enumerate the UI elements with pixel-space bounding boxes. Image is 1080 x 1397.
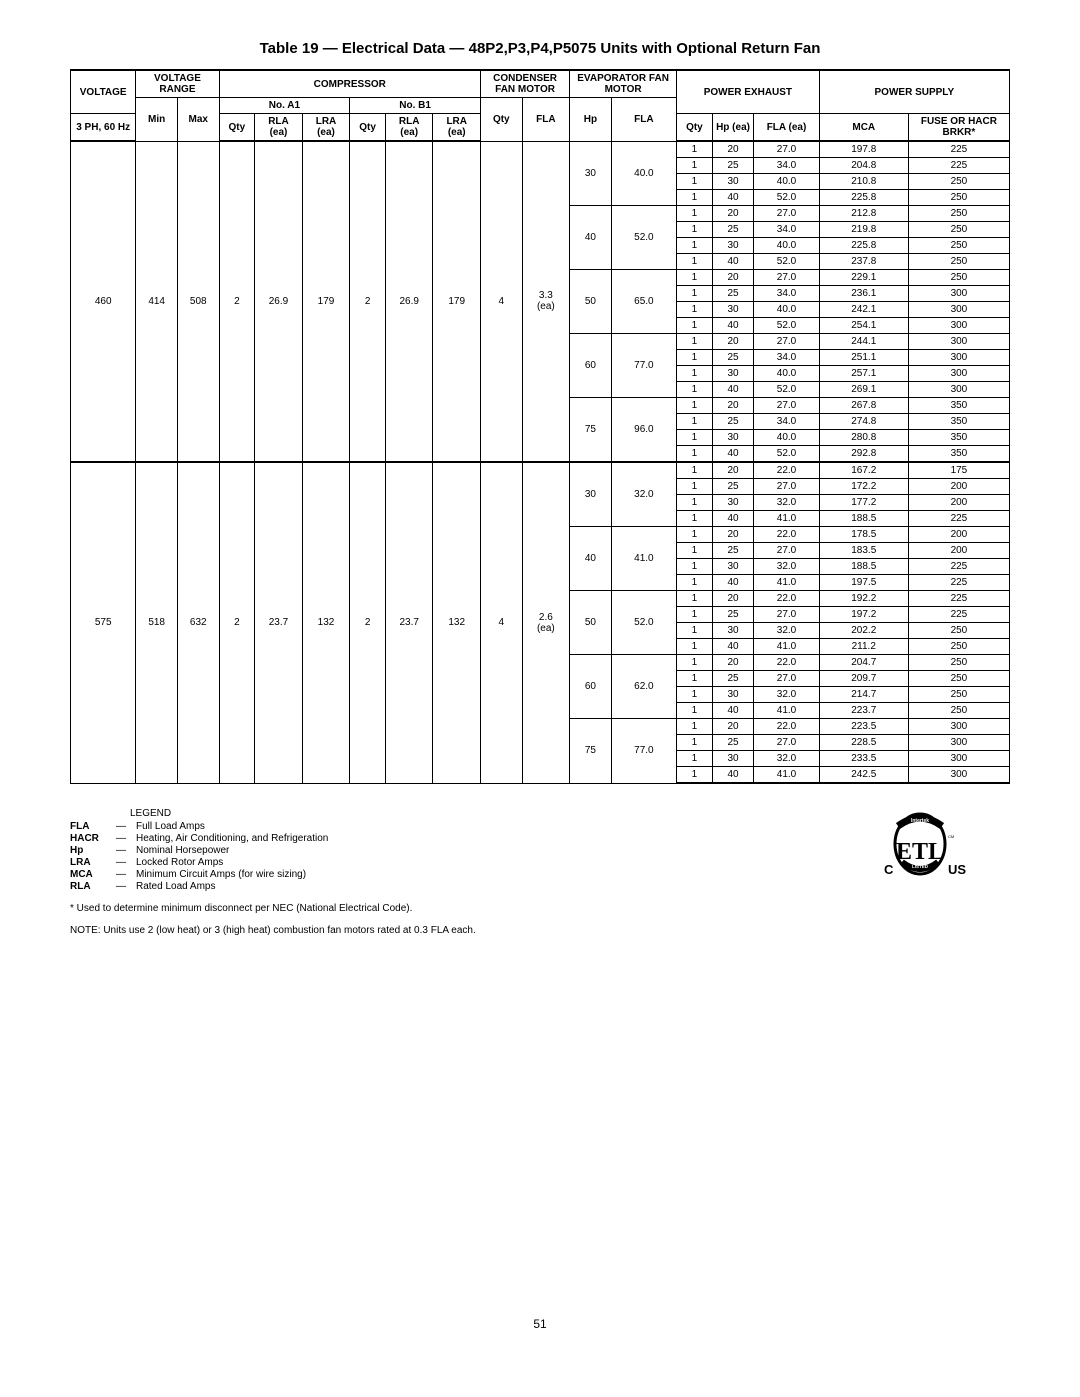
electrical-data-table: VOLTAGE VOLTAGE RANGE COMPRESSOR CONDENS… [70, 69, 1010, 784]
legend-item: HACR—Heating, Air Conditioning, and Refr… [70, 833, 476, 845]
legend-item: FLA—Full Load Amps [70, 821, 476, 833]
legend-item: LRA—Locked Rotor Amps [70, 857, 476, 869]
legend: LEGEND FLA—Full Load AmpsHACR—Heating, A… [70, 808, 476, 893]
table-title: Table 19 — Electrical Data — 48P2,P3,P4,… [70, 40, 1010, 57]
legend-title: LEGEND [130, 808, 476, 819]
footnote-2: NOTE: Units use 2 (low heat) or 3 (high … [70, 925, 476, 937]
legend-item: MCA—Minimum Circuit Amps (for wire sizin… [70, 869, 476, 881]
table-row: 460414508226.9179226.917943.3(ea)3040.01… [71, 141, 1010, 158]
table-body: 460414508226.9179226.917943.3(ea)3040.01… [71, 141, 1010, 783]
certification-mark: C US Intertek ETL LISTED CM [870, 804, 970, 889]
svg-text:CM: CM [948, 834, 954, 839]
table-header: VOLTAGE VOLTAGE RANGE COMPRESSOR CONDENS… [71, 70, 1010, 141]
footnote-1: * Used to determine minimum disconnect p… [70, 903, 476, 915]
table-row: 575518632223.7132223.713242.6(ea)3032.01… [71, 462, 1010, 479]
cert-us: US [948, 862, 966, 877]
page-number: 51 [70, 1317, 1010, 1331]
cert-intertek: Intertek [911, 818, 929, 824]
cert-c: C [884, 862, 894, 877]
cert-listed: LISTED [912, 864, 929, 869]
legend-item: Hp—Nominal Horsepower [70, 845, 476, 857]
legend-item: RLA—Rated Load Amps [70, 881, 476, 893]
